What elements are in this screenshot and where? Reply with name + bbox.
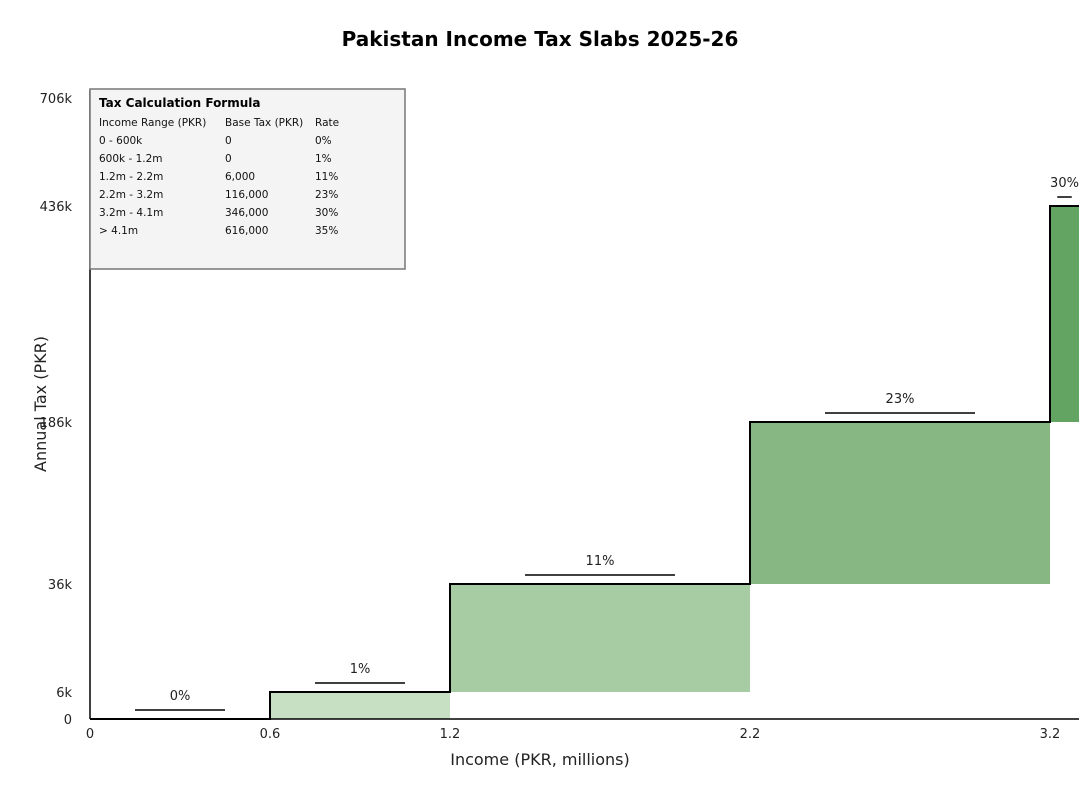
x-tick-1: 0.6 — [260, 727, 281, 742]
legend-cell-0-1: 0 — [225, 135, 232, 147]
step-line — [90, 205, 1079, 720]
slab-bar-2 — [450, 584, 750, 692]
x-tick-3: 2.2 — [740, 727, 761, 742]
legend-cell-5-0: > 4.1m — [99, 225, 138, 237]
rate-label-0: 0% — [170, 689, 191, 704]
legend-cell-2-0: 1.2m - 2.2m — [99, 171, 163, 183]
x-tick-0: 0 — [86, 727, 94, 742]
legend-header-1: Base Tax (PKR) — [225, 117, 303, 129]
chart-title: Pakistan Income Tax Slabs 2025-26 — [342, 27, 739, 51]
slab-bars — [270, 206, 1079, 719]
legend-box — [89, 88, 406, 270]
legend-table: Income Range (PKR) Base Tax (PKR) Rate 0 - … — [99, 117, 339, 237]
legend-header-2: Rate — [315, 117, 339, 129]
slab-bar-1 — [270, 692, 450, 719]
legend-cell-1-2: 1% — [315, 153, 332, 165]
slab-bar-4 — [1050, 206, 1079, 422]
legend-cell-1-0: 600k - 1.2m — [99, 153, 163, 165]
legend-header-0: Income Range (PKR) — [99, 117, 206, 129]
rate-label-2: 11% — [586, 554, 615, 569]
legend-cell-5-2: 35% — [315, 225, 338, 237]
y-tick-4: 436k — [40, 200, 73, 215]
slab-bar-3 — [750, 422, 1050, 584]
x-axis-label: Income (PKR, millions) — [450, 750, 630, 769]
x-tick-labels: 00.61.22.23.24.1 — [86, 727, 1061, 742]
y-tick-1: 6k — [56, 686, 72, 701]
legend-cell-2-2: 11% — [315, 171, 338, 183]
y-tick-5: 706k — [40, 92, 73, 107]
rate-label-4: 30% — [1050, 176, 1079, 191]
legend-cell-0-2: 0% — [315, 135, 332, 147]
y-tick-3: 186k — [40, 416, 73, 431]
legend-cell-4-1: 346,000 — [225, 207, 268, 219]
formula-legend: Tax Calculation Formula Income Range (PK… — [89, 88, 406, 270]
legend-cell-2-1: 6,000 — [225, 171, 255, 183]
rate-label-3: 23% — [886, 392, 915, 407]
legend-cell-0-0: 0 - 600k — [99, 135, 143, 147]
rate-label-1: 1% — [350, 662, 371, 677]
y-axis-label: Annual Tax (PKR) — [31, 336, 50, 472]
legend-cell-3-1: 116,000 — [225, 189, 268, 201]
x-tick-4: 3.2 — [1040, 727, 1061, 742]
legend-cell-4-0: 3.2m - 4.1m — [99, 207, 163, 219]
legend-cell-3-0: 2.2m - 3.2m — [99, 189, 163, 201]
legend-title: Tax Calculation Formula — [99, 96, 260, 110]
legend-cell-3-2: 23% — [315, 189, 338, 201]
tax-step-line — [90, 205, 1079, 720]
legend-cell-5-1: 616,000 — [225, 225, 268, 237]
x-tick-2: 1.2 — [440, 727, 461, 742]
legend-cell-4-2: 30% — [315, 207, 338, 219]
y-tick-0: 0 — [64, 713, 72, 728]
legend-cell-1-1: 0 — [225, 153, 232, 165]
rate-labels: 0% 1% 11% 23% 30% 35% — [135, 176, 1079, 711]
y-tick-labels: 0 6k 36k 186k 436k 706k — [40, 92, 73, 728]
y-tick-2: 36k — [48, 578, 73, 593]
